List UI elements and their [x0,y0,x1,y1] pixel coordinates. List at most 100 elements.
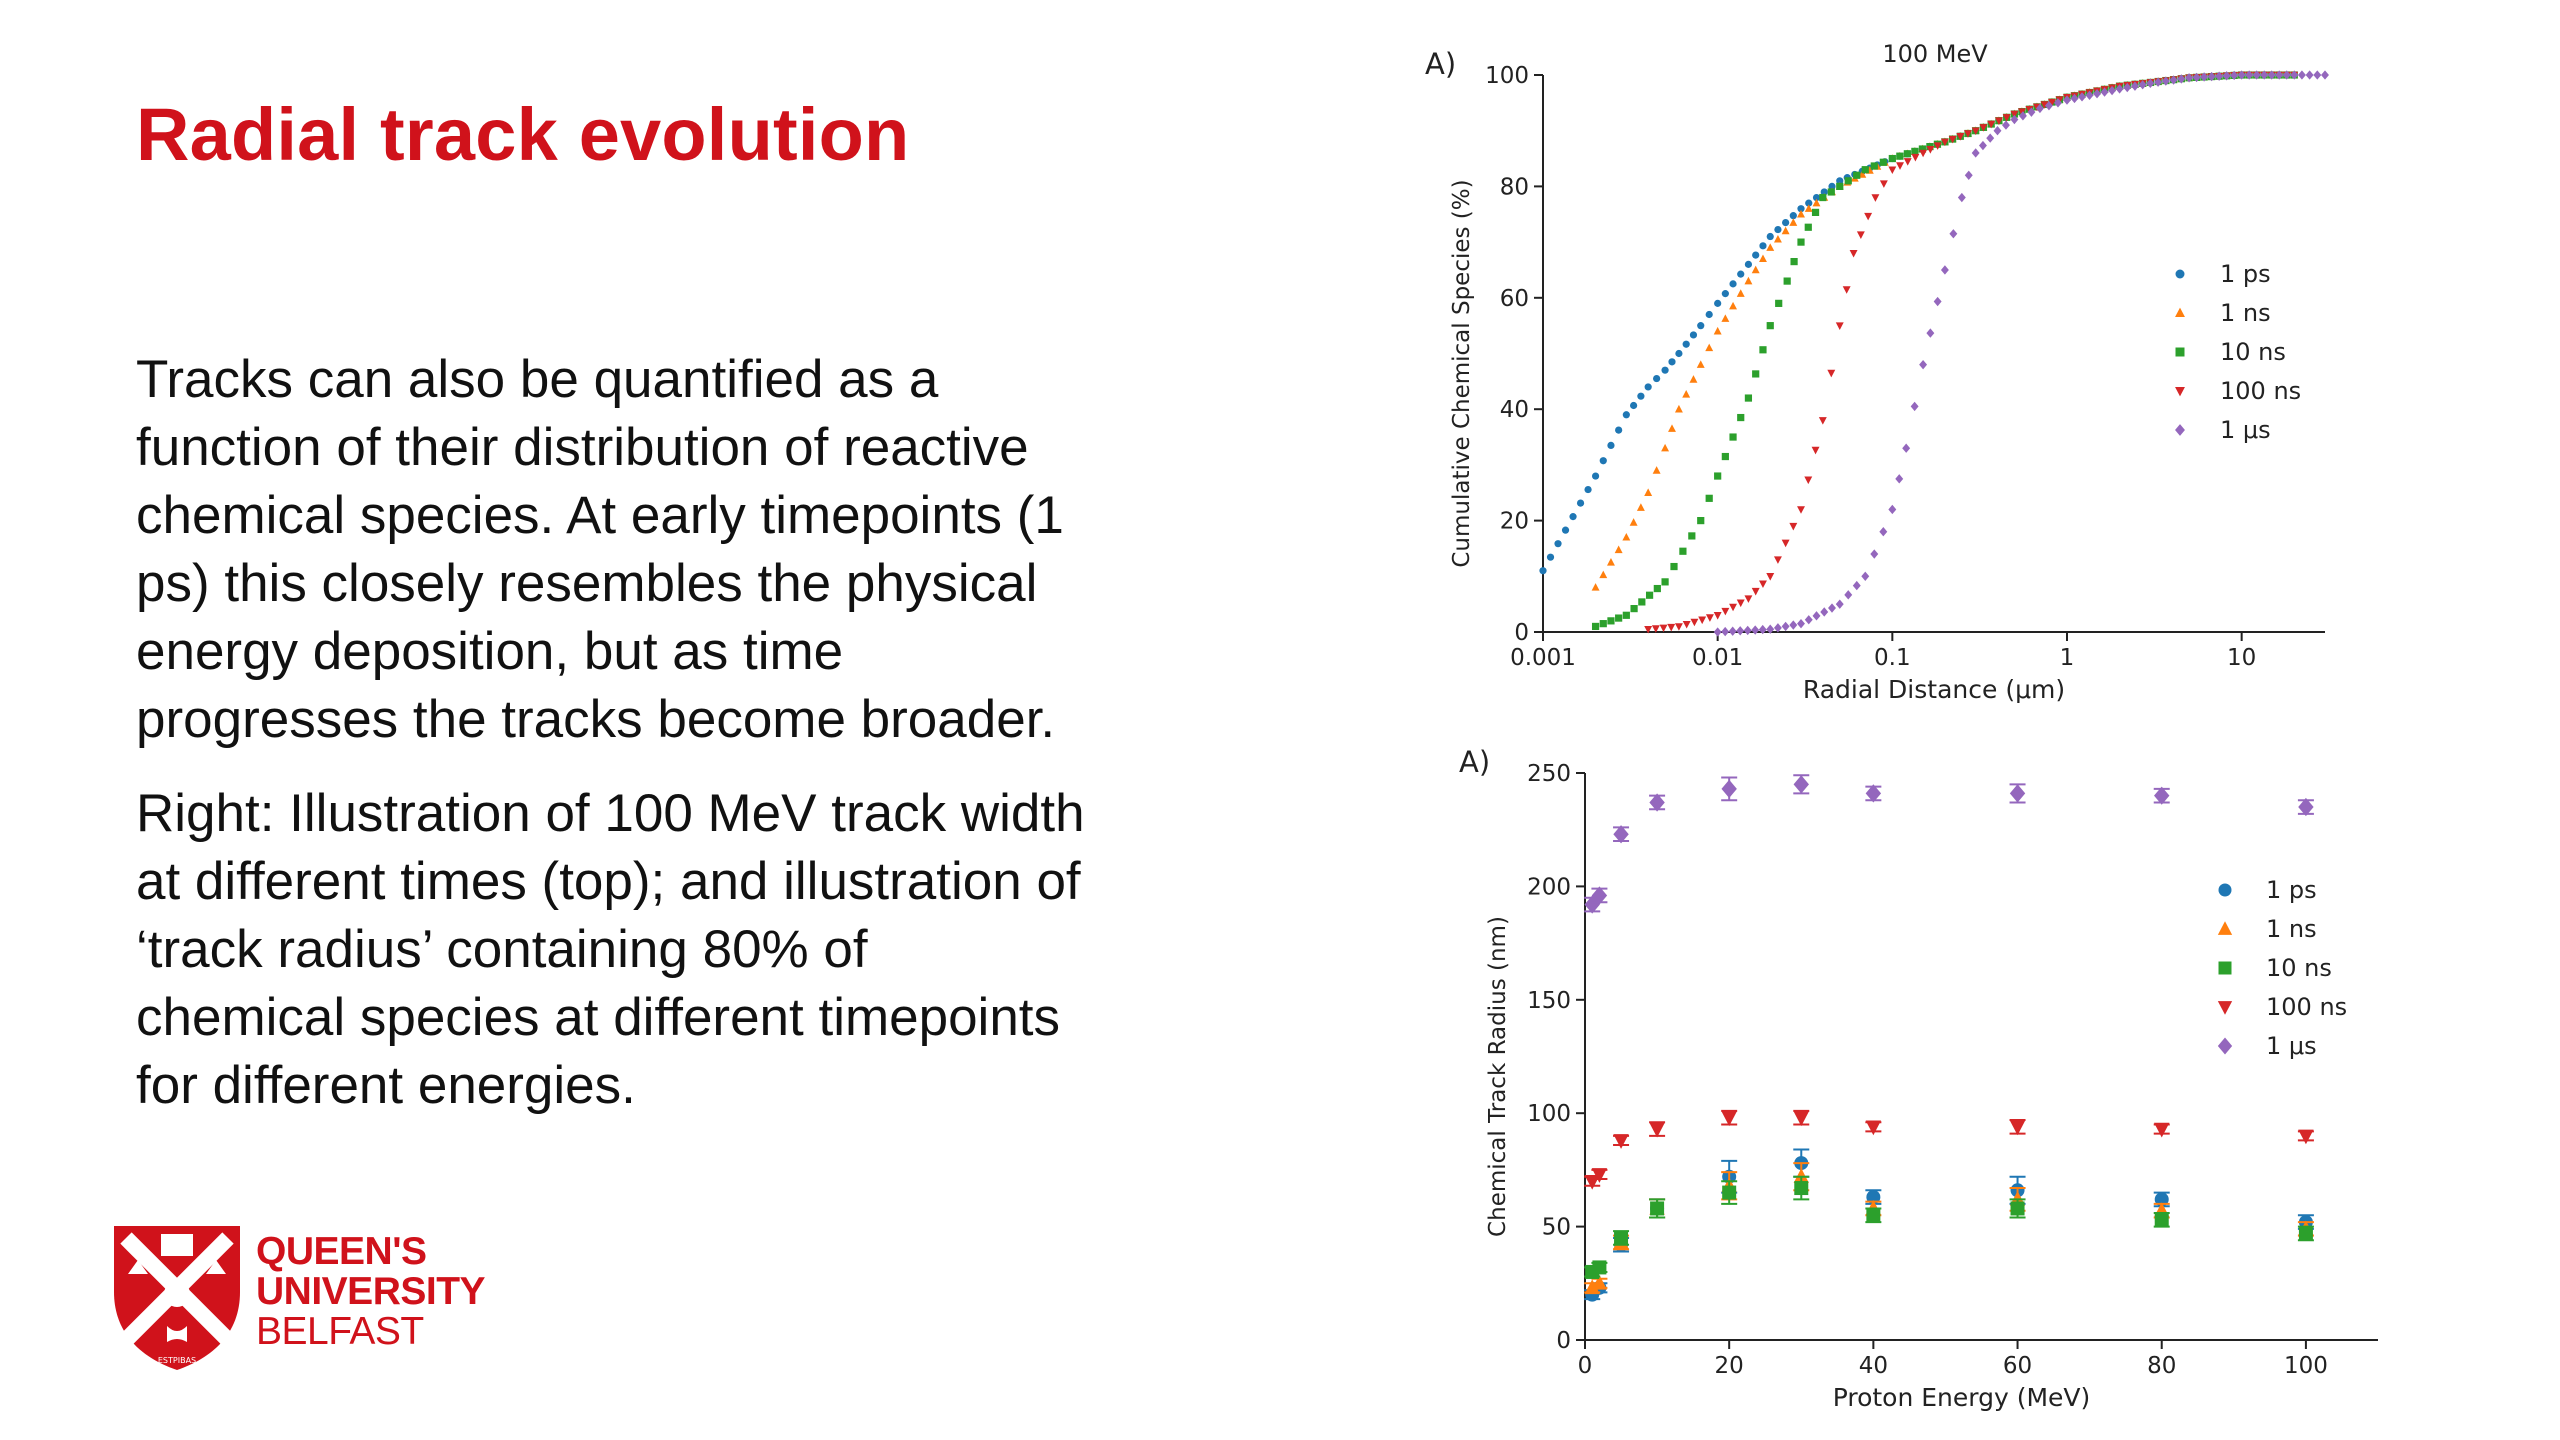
top-data-point [1926,146,1935,154]
bottom-panel-label: A) [1459,745,1490,779]
top-data-point [2230,71,2238,79]
top-data-point [2100,87,2109,97]
top-data-point [2017,108,2026,116]
top-data-point [1812,193,1821,202]
top-data-point [2025,105,2034,114]
top-data-point [1736,626,1745,636]
top-data-point [2177,74,2186,82]
top-data-point [2192,73,2201,81]
bottom-data-point [1866,1190,1881,1205]
top-data-point [2138,80,2147,88]
bottom-legend-label: 1 ns [2266,915,2317,943]
top-data-point [1993,126,2002,136]
top-data-point [1972,127,1980,135]
top-data-point [1797,205,1805,213]
top-data-point [1614,545,1623,554]
top-data-point [1979,124,1988,132]
top-data-point [1689,331,1698,339]
top-data-point [1849,250,1858,258]
top-data-point [2200,72,2209,81]
top-data-point [1835,182,1844,190]
top-data-point [1661,578,1669,586]
top-data-point [1896,162,1904,170]
top-data-point [1964,129,1972,137]
bottom-data-point [1592,1280,1607,1295]
bottom-legend-marker [2217,1001,2233,1015]
top-data-point [2290,71,2298,79]
top-data-point [1696,360,1705,368]
bottom-data-point [1613,1134,1629,1149]
top-series-0 [1539,71,2298,575]
top-data-point [2078,90,2086,98]
top-data-point [1653,374,1661,383]
top-data-point [1789,522,1798,531]
top-data-point [2313,70,2322,80]
top-data-point [1871,194,1880,202]
top-data-point [1910,401,1919,412]
top-data-point [2253,71,2261,79]
top-data-point [1705,614,1714,622]
top-data-point [2100,85,2109,93]
top-data-point [2085,88,2094,96]
top-data-point [2283,71,2291,79]
top-data-point [2260,71,2268,79]
top-data-point [1714,472,1722,480]
top-data-point [1797,238,1805,246]
top-data-point [2282,70,2291,79]
top-data-point [2222,71,2231,80]
top-data-point [2003,113,2011,121]
bottom-series-4 [1584,774,2314,914]
top-data-point [1607,441,1615,450]
top-data-point [2238,71,2246,79]
top-data-point [2040,100,2049,109]
top-data-point [1820,188,1828,196]
top-data-point [2275,71,2284,80]
logo-line-3: BELFAST [256,1310,424,1353]
top-data-point [1911,147,1919,155]
top-data-point [2063,93,2071,101]
top-data-point [2161,76,2170,86]
top-data-point [1670,562,1678,571]
top-data-point [2170,76,2178,84]
bottom-data-point [1865,1120,1882,1136]
top-data-point [2260,71,2268,79]
top-data-point [2055,96,2064,104]
top-data-point [2275,70,2284,80]
bottom-data-point [2298,1215,2313,1230]
top-data-point [1637,392,1645,400]
bottom-data-point [2298,1220,2314,1236]
top-data-point [1948,134,1957,143]
top-data-point [1828,187,1836,196]
body-paragraph-1: Tracks can also be quantified as a funct… [136,350,1064,749]
top-data-point [1818,417,1827,425]
top-data-point [1789,620,1798,630]
bottom-data-point [1584,1279,1600,1295]
top-data-point [1986,133,1995,143]
top-x-tick-label: 10 [2227,645,2256,671]
top-data-point [1861,166,1869,174]
top-data-point [1949,135,1957,143]
top-data-point [1895,151,1904,160]
top-data-point [2170,76,2178,84]
top-data-point [1675,349,1683,358]
top-data-point [1910,147,1919,155]
top-data-point [2130,81,2139,91]
top-data-point [1713,326,1722,335]
top-data-point [1994,116,2003,124]
top-legend-marker [2175,347,2185,357]
top-data-point [1781,539,1790,548]
university-crest-icon: ESTPIBAS [114,1226,240,1370]
top-data-point [2253,71,2261,79]
top-data-point [2200,73,2209,82]
top-data-point [2146,78,2155,87]
top-data-point [1759,242,1767,250]
top-data-point [1972,127,1980,135]
top-data-point [2146,78,2155,86]
top-data-point [1804,204,1813,212]
top-data-point [1858,170,1867,178]
top-data-point [2200,73,2208,81]
top-data-point [1679,547,1687,555]
top-data-point [1728,626,1737,636]
top-data-point [1751,587,1760,596]
top-series-3 [1644,71,2299,634]
